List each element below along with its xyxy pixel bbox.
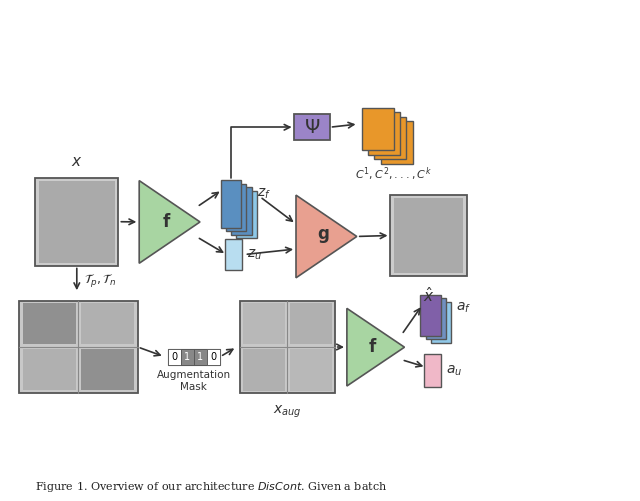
FancyBboxPatch shape [231,187,252,235]
Polygon shape [140,180,200,264]
Text: $\hat{x}$: $\hat{x}$ [423,287,435,306]
Text: 1: 1 [184,352,191,362]
FancyBboxPatch shape [290,303,332,345]
FancyBboxPatch shape [420,295,441,336]
FancyBboxPatch shape [225,239,242,270]
Text: $\mathbf{g}$: $\mathbf{g}$ [317,227,330,245]
FancyBboxPatch shape [194,349,207,365]
Text: 0: 0 [171,352,177,362]
FancyBboxPatch shape [168,349,220,365]
Text: Augmentation
Mask: Augmentation Mask [157,370,231,392]
Text: $z_f$: $z_f$ [257,187,271,201]
FancyBboxPatch shape [240,301,335,393]
FancyBboxPatch shape [81,303,134,344]
Text: $z_u$: $z_u$ [247,247,262,262]
FancyBboxPatch shape [168,349,181,365]
FancyBboxPatch shape [243,349,285,391]
FancyBboxPatch shape [207,349,220,365]
FancyBboxPatch shape [294,114,330,140]
FancyBboxPatch shape [424,354,441,387]
Text: $C^1, C^2, ..., C^k$: $C^1, C^2, ..., C^k$ [355,165,432,183]
Text: $\Psi$: $\Psi$ [304,118,320,137]
FancyBboxPatch shape [426,298,446,339]
Text: 1: 1 [197,352,204,362]
FancyBboxPatch shape [243,303,285,345]
FancyBboxPatch shape [181,349,194,365]
FancyBboxPatch shape [35,178,118,266]
Text: $a_f$: $a_f$ [456,301,471,315]
Text: $\mathcal{T}_p, \mathcal{T}_n$: $\mathcal{T}_p, \mathcal{T}_n$ [84,272,116,289]
FancyBboxPatch shape [394,198,463,273]
FancyBboxPatch shape [390,195,467,276]
FancyBboxPatch shape [226,184,246,231]
Text: $x_{aug}$: $x_{aug}$ [273,403,301,420]
FancyBboxPatch shape [81,349,134,390]
FancyBboxPatch shape [39,181,115,263]
FancyBboxPatch shape [23,303,76,344]
FancyBboxPatch shape [374,117,406,159]
FancyBboxPatch shape [362,108,394,150]
Text: $x$: $x$ [71,154,83,169]
Text: $a_u$: $a_u$ [446,363,462,378]
FancyBboxPatch shape [19,301,138,393]
FancyBboxPatch shape [221,180,241,228]
FancyBboxPatch shape [368,112,400,155]
Polygon shape [347,309,404,386]
Text: 0: 0 [211,352,217,362]
Polygon shape [296,195,357,278]
FancyBboxPatch shape [290,349,332,391]
FancyBboxPatch shape [23,349,76,390]
Text: $\mathbf{f}$: $\mathbf{f}$ [368,338,377,356]
Text: $\mathbf{f}$: $\mathbf{f}$ [162,213,171,231]
FancyBboxPatch shape [431,302,451,343]
FancyBboxPatch shape [381,121,413,164]
Text: Figure 1. Overview of our architecture $\it{DisCont}$. Given a batch: Figure 1. Overview of our architecture $… [35,480,388,494]
FancyBboxPatch shape [236,191,257,238]
